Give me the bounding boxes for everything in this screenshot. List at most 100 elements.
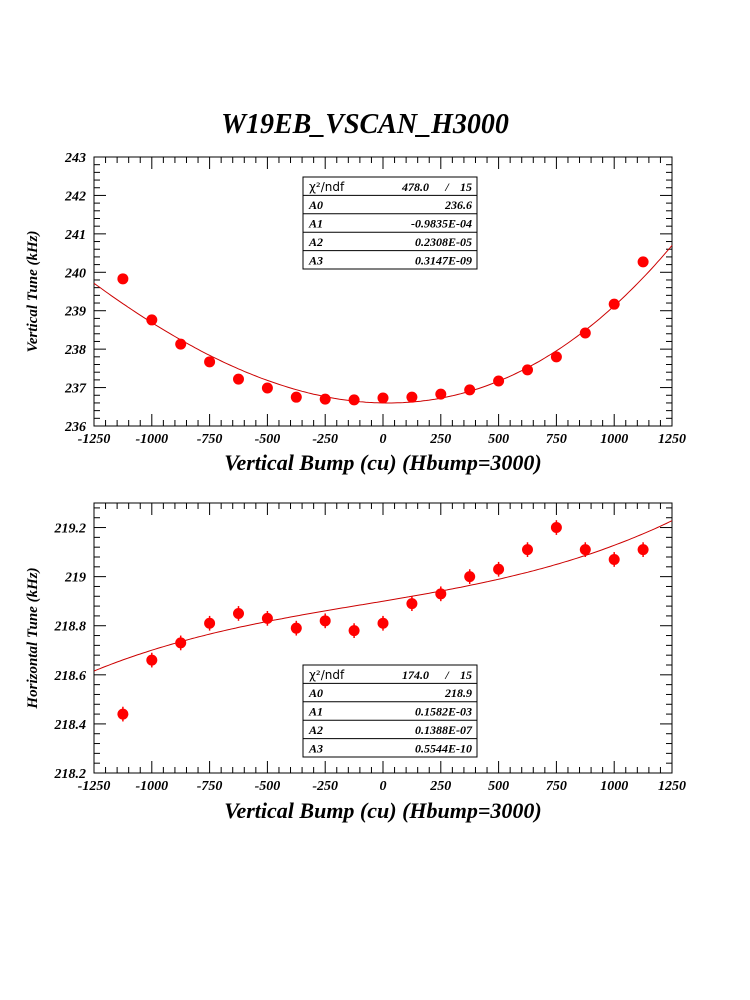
- x-tick-label: 250: [429, 432, 451, 447]
- data-point: [377, 392, 389, 404]
- data-point: [522, 364, 533, 376]
- x-tick-label: 1000: [600, 432, 628, 447]
- x-tick-label: -250: [312, 779, 338, 794]
- data-point: [175, 338, 187, 350]
- x-tick-label: -500: [255, 432, 281, 447]
- x-axis-label: Vertical Bump (cu) (Hbump=3000): [224, 798, 542, 823]
- y-tick-label: 236: [64, 420, 86, 435]
- x-tick-label: 250: [429, 779, 451, 794]
- y-tick-label: 243: [64, 151, 86, 166]
- plot-1: -1250 -1000 -750 -500 -250 0 250 500 750 1000 1250…: [25, 151, 686, 475]
- param-value: 0.3147E-09: [415, 253, 472, 267]
- data-point: [117, 273, 129, 285]
- data-point: [608, 553, 620, 565]
- x-tick-label: -750: [197, 432, 223, 447]
- x-tick-label: 750: [546, 432, 567, 447]
- y-axis-label: Vertical Tune (kHz): [25, 231, 41, 353]
- data-point: [579, 327, 591, 339]
- y-tick-label: 241: [64, 228, 86, 243]
- param-name: A0: [308, 686, 323, 700]
- param-name: A1: [308, 217, 323, 231]
- x-tick-label: -750: [197, 779, 223, 794]
- param-value: 218.9: [444, 686, 472, 700]
- param-value: 0.1388E-07: [415, 723, 473, 737]
- y-tick-label: 218.4: [54, 718, 87, 733]
- data-point: [233, 373, 244, 385]
- x-tick-label: 1250: [658, 779, 686, 794]
- x-tick-label: 500: [488, 779, 509, 794]
- x-tick-label: -250: [312, 432, 338, 447]
- data-point: [146, 654, 158, 666]
- param-value: 0.5544E-10: [415, 741, 472, 755]
- param-value: 0.2308E-05: [415, 235, 472, 249]
- x-tick-label: -1250: [78, 779, 111, 794]
- x-tick-label: -1000: [135, 779, 168, 794]
- data-point: [493, 563, 505, 575]
- data-point: [261, 382, 273, 394]
- param-value: 0.1582E-03: [415, 705, 472, 719]
- y-tick-label: 219.2: [54, 522, 87, 537]
- y-tick-label: 239: [64, 305, 86, 320]
- fit-curve: [93, 520, 673, 672]
- x-tick-label: 500: [488, 432, 509, 447]
- figure-title: W19EB_VSCAN_H3000: [221, 109, 509, 140]
- y-tick-label: 237: [64, 382, 87, 397]
- data-point: [319, 615, 331, 627]
- y-tick-label: 240: [64, 266, 86, 281]
- data-point: [550, 522, 562, 534]
- data-point: [261, 612, 273, 624]
- param-value: 236.6: [444, 198, 472, 212]
- data-point: [406, 391, 418, 403]
- stats-box: [302, 664, 478, 758]
- data-point: [493, 375, 505, 387]
- x-axis-label: Vertical Bump (cu) (Hbump=3000): [224, 450, 542, 475]
- param-name: A2: [308, 235, 323, 249]
- x-tick-label: -1000: [135, 432, 168, 447]
- param-name: A2: [308, 723, 323, 737]
- chi2-separator: /: [444, 180, 450, 194]
- x-tick-label: -1250: [78, 432, 111, 447]
- param-name: A3: [308, 741, 323, 755]
- x-tick-label: 1000: [600, 779, 628, 794]
- data-point: [406, 598, 418, 610]
- data-point: [435, 588, 447, 600]
- chi2-label: χ²/ndf: [309, 180, 345, 194]
- y-tick-label: 238: [64, 343, 86, 358]
- chi2-label: χ²/ndf: [309, 668, 345, 682]
- data-point: [204, 356, 216, 368]
- param-name: A0: [308, 198, 323, 212]
- x-tick-label: -500: [255, 779, 281, 794]
- y-tick-label: 218.6: [54, 669, 87, 684]
- y-tick-label: 218.8: [54, 620, 87, 635]
- data-point: [233, 607, 244, 619]
- y-axis-label: Horizontal Tune (kHz): [25, 567, 41, 709]
- data-point: [146, 314, 158, 326]
- y-tick-label: 219: [64, 571, 86, 586]
- data-point: [377, 617, 389, 629]
- y-tick-label: 218.2: [54, 767, 87, 782]
- param-value: -0.9835E-04: [411, 217, 472, 231]
- data-point: [290, 622, 302, 634]
- data-point: [290, 391, 302, 403]
- ndf-value: 15: [460, 668, 472, 682]
- data-point: [435, 388, 447, 400]
- param-name: A3: [308, 253, 323, 267]
- data-point: [522, 544, 533, 556]
- x-tick-label: 1250: [658, 432, 686, 447]
- data-point: [608, 298, 620, 310]
- data-point: [637, 544, 649, 556]
- data-point: [348, 625, 360, 637]
- data-point: [175, 637, 187, 649]
- x-tick-label: 0: [380, 432, 387, 447]
- data-point: [319, 393, 331, 405]
- data-point: [348, 394, 360, 406]
- chi2-value: 174.0: [402, 668, 429, 682]
- param-name: A1: [308, 705, 323, 719]
- data-point: [637, 256, 649, 268]
- data-point: [550, 351, 562, 363]
- data-point: [579, 544, 591, 556]
- data-point: [204, 617, 216, 629]
- y-tick-label: 242: [64, 189, 86, 204]
- x-tick-label: 0: [380, 779, 387, 794]
